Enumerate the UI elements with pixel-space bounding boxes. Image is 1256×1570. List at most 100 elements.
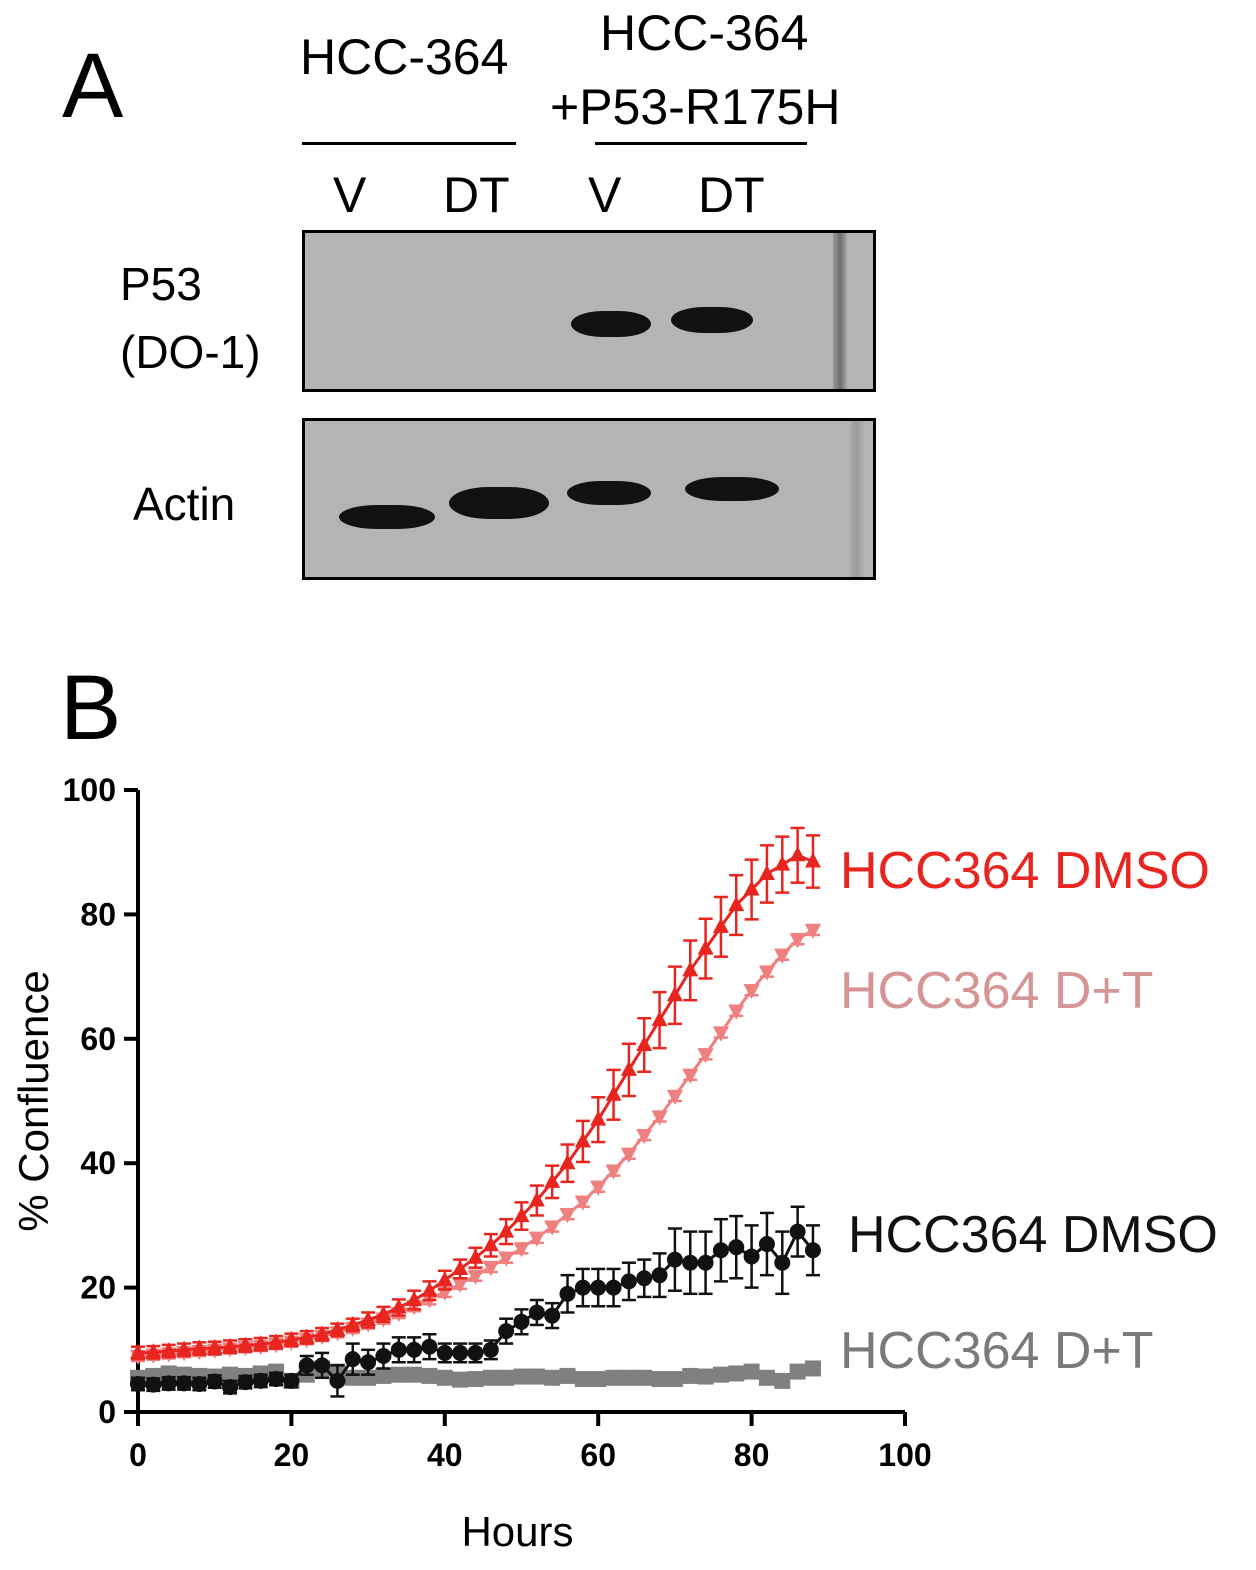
series-line [137,928,814,1358]
data-point [574,1195,591,1211]
row-label-actin: Actin [133,478,236,530]
data-point [697,1368,714,1385]
data-point [498,1369,515,1386]
data-point [758,1236,775,1253]
chart-axes: 0 20 40 60 80 100 0 20 40 60 80 100 Hours % Confluenc… [10,772,932,1555]
data-point [590,1110,607,1126]
data-point [620,1147,637,1163]
data-point [375,1348,392,1365]
data-point [697,1048,714,1064]
data-point [360,1310,377,1326]
data-point [528,1231,545,1247]
data-point [268,1333,285,1349]
data-point [329,1320,346,1336]
y-tick-label: 80 [80,896,116,932]
data-point [789,1223,806,1240]
panel-a-letter: A [62,35,124,137]
x-tick-label: 100 [878,1437,931,1473]
group2-label-line1: HCC-364 [600,5,809,61]
data-point [160,1342,177,1358]
data-point [804,1360,821,1377]
data-point [513,1207,530,1223]
data-point [636,1270,653,1287]
data-point [452,1277,469,1293]
data-point [743,880,760,896]
data-point [774,948,791,964]
y-axis-title: % Confluence [10,970,57,1232]
data-point [728,1004,745,1020]
series-label-0: HCC364 DMSO [840,842,1210,900]
group1-underline [302,142,516,145]
confluence-chart: 0 20 40 60 80 100 0 20 40 60 80 100 Hours % Confluenc… [10,772,1218,1555]
data-point [130,1376,146,1393]
actin-band-lane2 [449,487,549,519]
data-point [452,1371,469,1388]
data-point [789,933,806,949]
data-point [528,1191,545,1207]
actin-band-lane4 [685,477,779,501]
x-axis-title: Hours [461,1508,573,1555]
data-point [222,1337,239,1353]
data-point [682,1068,699,1084]
data-point [513,1368,530,1385]
data-point [712,1366,729,1383]
data-point [712,1026,729,1042]
data-point [559,1208,576,1224]
x-tick-label: 60 [580,1437,616,1473]
data-point [252,1372,269,1389]
y-tick-label: 20 [80,1270,116,1306]
data-point [176,1375,193,1392]
data-point [804,923,821,939]
x-tick-label: 20 [274,1437,310,1473]
data-point [728,1365,745,1382]
data-point [222,1366,239,1383]
data-point [605,1279,622,1296]
lane-label-1: V [333,167,367,223]
series-0 [130,826,821,1361]
data-point [666,1090,683,1106]
data-point [344,1315,361,1331]
data-point [559,1285,576,1302]
data-point [498,1222,515,1238]
data-point [482,1341,499,1358]
data-point [605,1369,622,1386]
actin-blot-edge [850,421,864,577]
data-point [206,1338,223,1354]
data-point [774,1254,791,1271]
data-point [406,1366,423,1383]
p53-band-lane4 [671,307,753,333]
data-point [513,1313,530,1330]
data-point [436,1369,453,1386]
data-point [436,1344,453,1361]
data-point [544,1307,561,1324]
data-point [758,864,775,880]
y-tick-label: 60 [80,1021,116,1057]
data-point [590,1279,607,1296]
data-point [467,1269,484,1285]
data-point [758,1369,775,1386]
data-point [528,1304,545,1321]
series-3 [130,1360,821,1389]
data-point [375,1305,392,1321]
data-point [743,1363,760,1380]
data-point [452,1344,469,1361]
data-point [758,965,775,981]
group2-label-line2: +P53-R175H [550,79,841,135]
data-point [498,1251,515,1267]
data-point [375,1367,392,1384]
data-point [406,1291,423,1307]
data-point [513,1242,530,1258]
data-point [498,1323,515,1340]
group2-underline [595,142,807,145]
row-label-do1: (DO-1) [120,326,261,378]
blot-edge [833,233,847,389]
data-point [252,1335,269,1351]
data-point [620,1273,637,1290]
lane-label-4: DT [698,167,765,223]
data-point [237,1374,254,1391]
actin-band-lane1 [339,505,435,529]
data-point [482,1236,499,1252]
data-point [145,1343,162,1359]
data-point [620,1060,637,1076]
data-point [559,1367,576,1384]
